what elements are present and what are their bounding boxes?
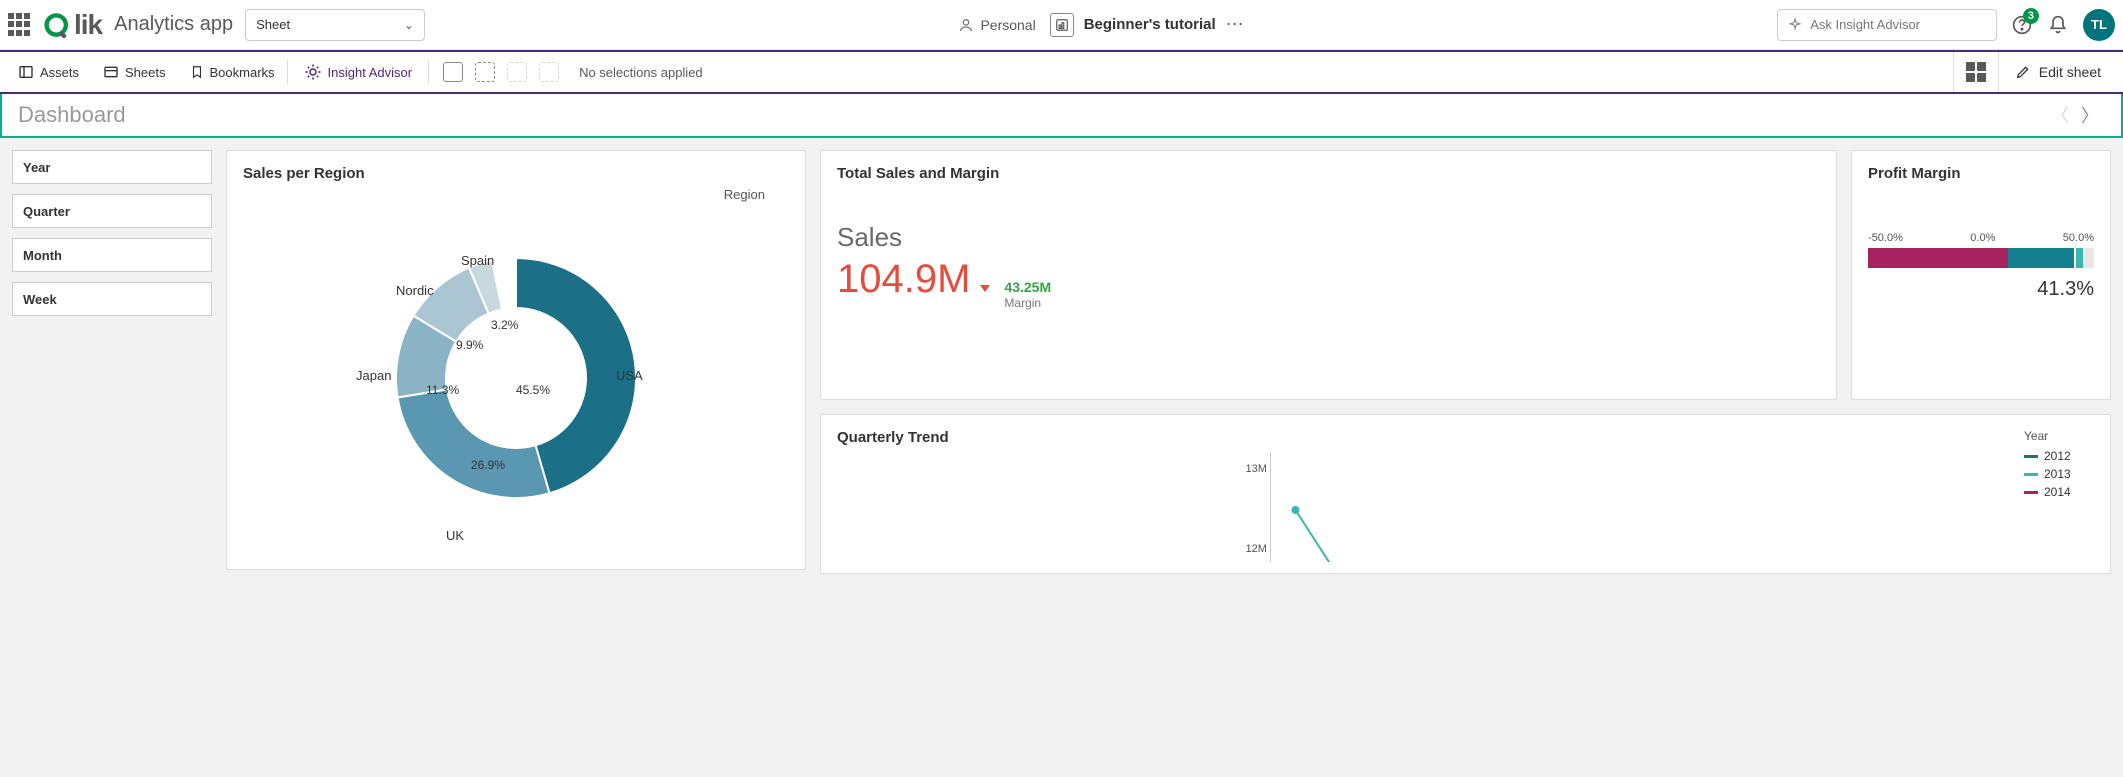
kpi-margin-label: Margin (1004, 296, 1051, 310)
filter-quarter[interactable]: Quarter (12, 194, 212, 228)
qlik-logo: lik (44, 9, 102, 41)
sheet-selector[interactable]: Sheet ⌄ (245, 9, 425, 41)
lasso-tool-icon[interactable] (475, 62, 495, 82)
qt-title: Quarterly Trend (837, 429, 2014, 446)
more-menu-icon[interactable]: ⋯ (1226, 14, 1244, 35)
pm-scale-left: -50.0% (1868, 232, 1903, 244)
filter-year[interactable]: Year (12, 150, 212, 184)
pm-value: 41.3% (1868, 278, 2094, 301)
chart-title: Sales per Region (243, 165, 789, 182)
kpi-margin-value: 43.25M (1004, 279, 1051, 296)
legend-item[interactable]: 2013 (2024, 467, 2094, 481)
app-launcher-icon[interactable] (8, 13, 32, 37)
qt-legend-title: Year (2024, 429, 2094, 443)
ask-insight-field[interactable] (1810, 17, 1986, 32)
edit-sheet-label: Edit sheet (2039, 64, 2101, 80)
help-badge: 3 (2023, 8, 2039, 24)
insight-advisor-button[interactable]: Insight Advisor (288, 52, 429, 92)
step-back-icon (507, 62, 527, 82)
quarterly-trend-chart[interactable]: Quarterly Trend 13M 12M Year 2012 2013 2014 (820, 414, 2111, 574)
bookmarks-label: Bookmarks (210, 65, 275, 80)
app-title: Beginner's tutorial (1084, 16, 1216, 33)
donut-label: Spain (461, 253, 494, 268)
layout-grid-button[interactable] (1953, 52, 1998, 92)
filter-pane: Year Quarter Month Week (12, 150, 212, 574)
donut-pct: 9.9% (456, 338, 483, 352)
donut-label: USA (616, 368, 643, 383)
app-name: Analytics app (114, 13, 233, 36)
page-title: Dashboard (18, 102, 2045, 128)
next-sheet-button[interactable]: 〉 (2075, 102, 2105, 128)
insight-icon (304, 63, 322, 81)
kpi-label: Sales (837, 222, 1820, 253)
pencil-icon (2015, 64, 2031, 80)
user-avatar[interactable]: TL (2083, 9, 2115, 41)
assets-label: Assets (40, 65, 79, 80)
sheet-selector-label: Sheet (256, 17, 290, 32)
grid-icon (1966, 62, 1986, 82)
filter-month[interactable]: Month (12, 238, 212, 272)
legend-item[interactable]: 2014 (2024, 485, 2094, 499)
sheets-label: Sheets (125, 65, 165, 80)
prev-sheet-button: 〈 (2045, 102, 2075, 128)
step-forward-icon (539, 62, 559, 82)
notifications-icon[interactable] (2047, 14, 2069, 36)
svg-text:12M: 12M (1246, 543, 1267, 555)
insight-label: Insight Advisor (328, 65, 413, 80)
pm-scale-mid: 0.0% (1970, 232, 1995, 244)
edit-sheet-button[interactable]: Edit sheet (1998, 52, 2117, 92)
qt-svg: 13M 12M (837, 452, 2014, 562)
qt-legend: Year 2012 2013 2014 (2014, 429, 2094, 559)
total-sales-kpi[interactable]: Total Sales and Margin Sales 104.9M 43.2… (820, 150, 1837, 400)
bookmarks-button[interactable]: Bookmarks (178, 52, 287, 92)
sheets-button[interactable]: Sheets (91, 52, 177, 92)
kpi-title: Total Sales and Margin (837, 165, 1820, 182)
selections-status: No selections applied (573, 65, 703, 80)
sales-per-region-chart[interactable]: Sales per Region Region USAUKJapanNordic… (226, 150, 806, 570)
kpi-value: 104.9M (837, 257, 970, 302)
help-icon[interactable]: 3 (2011, 14, 2033, 36)
assets-button[interactable]: Assets (6, 52, 91, 92)
donut-pct: 26.9% (471, 458, 505, 472)
donut-label: Japan (356, 368, 391, 383)
donut-label: Nordic (396, 283, 434, 298)
pm-title: Profit Margin (1868, 165, 2094, 182)
app-icon (1050, 13, 1074, 37)
trend-down-icon (980, 285, 990, 292)
donut-label: UK (446, 528, 464, 543)
legend-item[interactable]: 2012 (2024, 449, 2094, 463)
donut-pct: 11.3% (426, 383, 459, 397)
pm-scale-right: 50.0% (2063, 232, 2094, 244)
chevron-down-icon: ⌄ (404, 18, 414, 32)
space-personal[interactable]: Personal (958, 17, 1035, 33)
space-label: Personal (980, 17, 1035, 33)
donut-pct: 45.5% (516, 383, 550, 397)
svg-text:13M: 13M (1246, 463, 1267, 475)
donut-pct: 3.2% (491, 318, 518, 332)
pm-bar (1868, 248, 2094, 268)
profit-margin-gauge[interactable]: Profit Margin -50.0% 0.0% 50.0% 41.3% (1851, 150, 2111, 400)
ask-insight-input[interactable] (1777, 9, 1997, 41)
selection-tool-icon[interactable] (443, 62, 463, 82)
filter-week[interactable]: Week (12, 282, 212, 316)
sparkle-icon (1788, 17, 1802, 33)
